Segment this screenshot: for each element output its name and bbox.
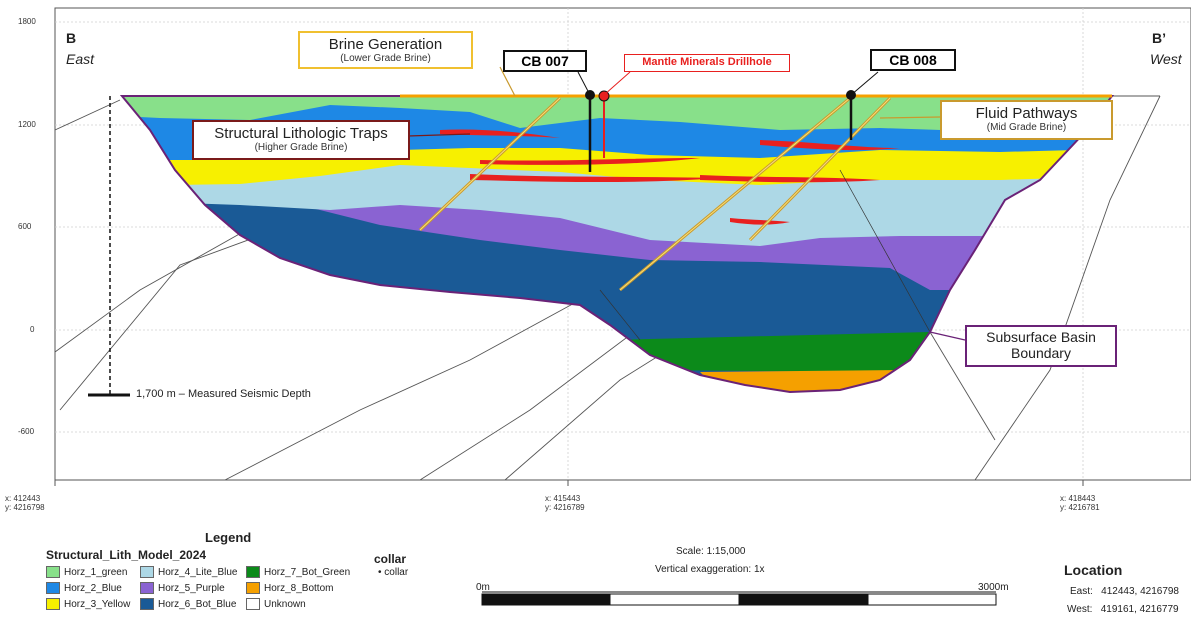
- layer-horz7-bot-green: [610, 332, 930, 372]
- scale-end-label: 3000m: [978, 582, 1009, 593]
- legend-item: Horz_7_Bot_Green: [246, 566, 350, 578]
- cb007-label: CB 007: [503, 50, 587, 72]
- section-right-letter: B’: [1152, 30, 1166, 46]
- mantle-label: Mantle Minerals Drillhole: [624, 54, 790, 72]
- scale-bar: [481, 591, 997, 606]
- location-title: Location: [1064, 562, 1123, 578]
- basin-outline: [119, 95, 1114, 394]
- legend-item: Horz_3_Yellow: [46, 598, 130, 610]
- y-tick-label: 0: [30, 325, 35, 334]
- x-tick-label: x: 415443 y: 4216789: [545, 494, 585, 512]
- traps-callout: Structural Lithologic Traps (Higher Grad…: [192, 120, 410, 160]
- collar-item: • collar: [378, 567, 409, 578]
- y-tick-label: 600: [18, 222, 32, 231]
- legend-item: Horz_4_Lite_Blue: [140, 566, 238, 578]
- brine-generation-callout: Brine Generation (Lower Grade Brine): [298, 31, 473, 69]
- traps-title: Structural Lithologic Traps: [214, 125, 388, 142]
- legend-item: Horz_8_Bottom: [246, 582, 333, 594]
- legend-model-name: Structural_Lith_Model_2024: [46, 548, 207, 562]
- legend-item: Horz_6_Bot_Blue: [140, 598, 236, 610]
- x-tick-label: x: 418443 y: 4216781: [1060, 494, 1100, 512]
- fluid-pathways-sub: (Mid Grade Brine): [986, 122, 1067, 133]
- mantle-collar[interactable]: [598, 90, 610, 102]
- y-tick-label: 1200: [18, 120, 36, 129]
- scale-start-label: 0m: [476, 582, 490, 593]
- section-left-direction: East: [66, 51, 95, 67]
- basin-boundary-callout: Subsurface Basin Boundary: [965, 325, 1117, 367]
- fluid-pathways-title: Fluid Pathways: [975, 105, 1078, 122]
- y-tick-label: -600: [18, 427, 35, 436]
- legend-item: Horz_1_green: [46, 566, 127, 578]
- location-west: West: 419161, 4216779: [1067, 604, 1179, 615]
- legend-item: Unknown: [246, 598, 306, 610]
- brine-generation-sub: (Lower Grade Brine): [340, 53, 431, 64]
- cb008-label: CB 008: [870, 49, 956, 71]
- collar-title: collar: [374, 552, 407, 566]
- location-east: East: 412443, 4216798: [1070, 586, 1179, 597]
- section-right-direction: West: [1150, 51, 1182, 67]
- seismic-depth-label: 1,700 m – Measured Seismic Depth: [136, 388, 311, 400]
- scale-text: Scale: 1:15,000: [676, 546, 746, 557]
- basin-boundary-line2: Boundary: [1011, 345, 1071, 361]
- brine-generation-title: Brine Generation: [328, 36, 443, 53]
- y-tick-label: 1800: [18, 17, 36, 26]
- legend-title: Legend: [205, 530, 252, 545]
- traps-sub: (Higher Grade Brine): [254, 142, 348, 153]
- legend-item: Horz_2_Blue: [46, 582, 122, 594]
- x-tick-label: x: 412443 y: 4216798: [5, 494, 45, 512]
- basin-boundary-line1: Subsurface Basin: [986, 329, 1096, 345]
- section-left-letter: B: [66, 30, 77, 46]
- fluid-pathways-callout: Fluid Pathways (Mid Grade Brine): [940, 100, 1113, 140]
- scale-exaggeration: Vertical exaggeration: 1x: [655, 564, 765, 575]
- legend-item: Horz_5_Purple: [140, 582, 225, 594]
- axis-ticks: [54, 480, 1084, 486]
